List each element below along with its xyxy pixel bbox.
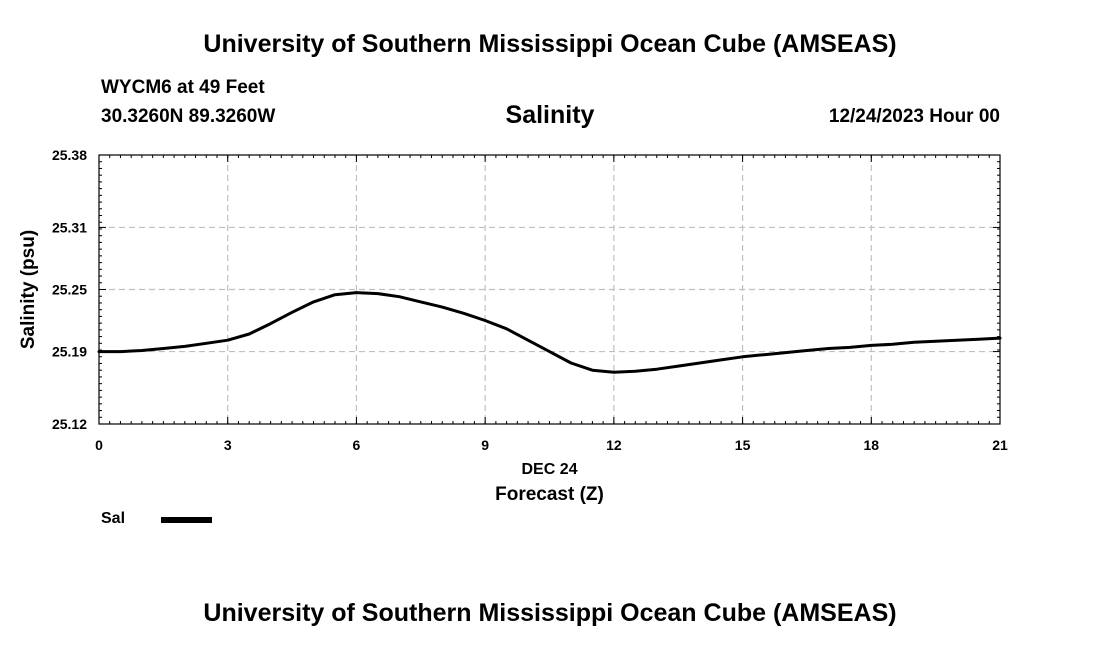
- x-tick-label: 0: [95, 437, 103, 453]
- salinity-series-line: [97, 291, 1002, 374]
- x-tick-label: 15: [735, 437, 751, 453]
- plot-frame: [98, 154, 1001, 425]
- station-coordinates: 30.3260N 89.3260W: [101, 106, 276, 127]
- footer-title: University of Southern Mississippi Ocean…: [203, 599, 897, 627]
- x-axis-label: Forecast (Z): [495, 484, 604, 505]
- y-tick-label: 25.12: [52, 416, 87, 432]
- x-tick-label: 3: [224, 437, 232, 453]
- forecast-datetime: 12/24/2023 Hour 00: [828, 106, 1000, 127]
- y-tick-label: 25.25: [52, 282, 87, 298]
- y-axis-label: Salinity (psu): [18, 230, 39, 349]
- y-tick-label: 25.31: [52, 219, 87, 235]
- y-tick-label: 25.19: [52, 344, 87, 360]
- x-tick-label: 9: [481, 437, 489, 453]
- y-tick-label: 25.38: [52, 147, 87, 163]
- station-label: WYCM6 at 49 Feet: [101, 77, 265, 98]
- chart-title: Salinity: [505, 101, 595, 129]
- x-tick-label: 12: [606, 437, 622, 453]
- x-tick-label: 6: [353, 437, 361, 453]
- header-title: University of Southern Mississippi Ocean…: [203, 30, 897, 58]
- legend-swatch: [161, 517, 212, 523]
- x-axis-sublabel: DEC 24: [521, 461, 577, 478]
- legend-label: Sal: [101, 510, 126, 527]
- x-tick-label: 18: [863, 437, 879, 453]
- x-tick-label: 21: [992, 437, 1008, 453]
